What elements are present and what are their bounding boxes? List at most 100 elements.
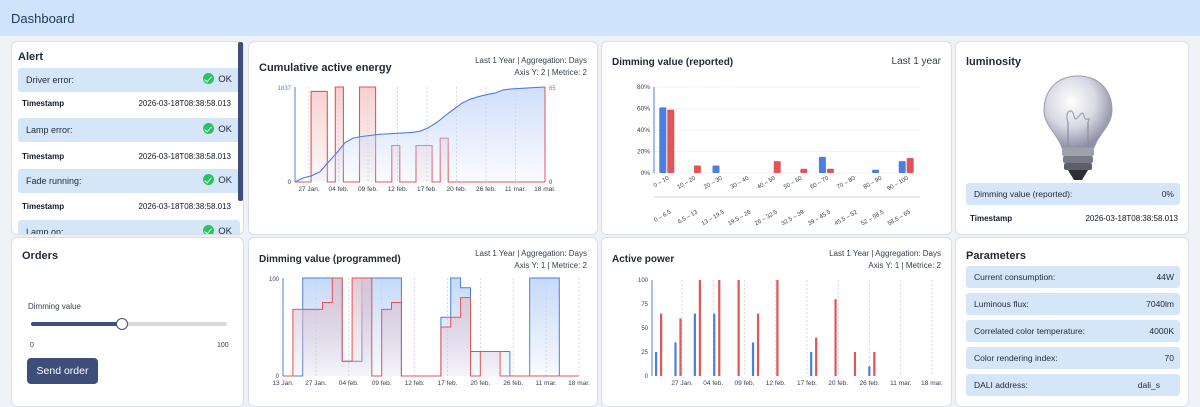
programmed-meta: Last 1 Year | Aggregation: Days Axis Y: 1… xyxy=(475,249,587,270)
x-tick-label: 40 – 50 xyxy=(756,175,777,191)
active-power-card: Active power Last 1 Year | Aggregation: … xyxy=(601,237,952,407)
top-bar: Dashboard xyxy=(0,0,1200,36)
y-tick-label: 40% xyxy=(637,127,650,134)
param-label: Correlated color temperature: xyxy=(974,326,1086,336)
light-bulb-icon xyxy=(1043,75,1113,180)
bar-red xyxy=(667,109,675,173)
y-tick-label: 50 xyxy=(641,326,648,332)
send-order-button[interactable]: Send order xyxy=(27,358,98,384)
x-tick-label: 11 mar. xyxy=(505,186,526,193)
luminosity-dimming-row: Dimming value (reported): 0% xyxy=(966,183,1180,205)
x-tick-label: 12 feb. xyxy=(405,380,425,387)
timestamp-label: Timestamp xyxy=(22,99,65,108)
alert-row-lamp-on: Lamp on: OK xyxy=(18,220,240,235)
x-tick-label: 04 feb. xyxy=(703,380,723,387)
right-min-label: 0 xyxy=(549,180,553,186)
x-tick-label: 30 – 40 xyxy=(730,175,751,191)
bar-red xyxy=(718,280,721,376)
energy-meta: Last 1 Year | Aggregation: Days Axis Y: 2… xyxy=(475,56,587,77)
alert-row-driver-error: Driver error: OK xyxy=(18,68,240,92)
energy-title: Cumulative active energy xyxy=(259,62,392,74)
y-tick-label: 20% xyxy=(637,149,650,156)
alert-row-lamp-error: Lamp error: OK xyxy=(18,118,240,142)
x-tick-label: 27 Jan. xyxy=(298,186,320,193)
x-tick-label: 04 feb. xyxy=(339,380,359,387)
x-tick-label: 18 mar. xyxy=(921,380,943,387)
timestamp-value: 2026-03-18T08:38:58.013 xyxy=(1085,214,1178,223)
bar-blue xyxy=(872,169,880,173)
param-label: DALI address: xyxy=(974,380,1028,390)
x-tick-label: 18 mar. xyxy=(568,380,590,387)
left-min-label: 0 xyxy=(288,180,292,186)
dimming-reported-range: Last 1 year xyxy=(891,56,941,67)
bar-blue xyxy=(655,352,658,376)
alert-status: OK xyxy=(203,174,232,186)
param-label: Luminous flux: xyxy=(974,299,1029,309)
param-value: 7040lm xyxy=(1146,299,1174,309)
active-power-chart: 27 Jan. 04 feb. 09 feb. 12 feb. 17 feb. 20 fe… xyxy=(638,278,943,387)
x-tick-label: 18 mar. xyxy=(534,186,556,193)
bar-red xyxy=(800,168,808,173)
dimming-slider[interactable] xyxy=(31,318,227,330)
bar-blue xyxy=(713,313,716,376)
bar-blue xyxy=(810,352,813,376)
bar-blue xyxy=(693,313,696,376)
check-circle-icon xyxy=(203,73,215,84)
luminosity-card: luminosity Dimming value (reported): 0% … xyxy=(955,41,1189,235)
param-value: 4000K xyxy=(1149,326,1174,336)
slider-track xyxy=(31,322,227,326)
param-row-current-consumption: Current consumption: 44W xyxy=(966,266,1180,288)
x2-tick-label: 13 – 19.5 xyxy=(701,209,726,227)
x-tick-label: 17 feb. xyxy=(437,380,457,387)
param-row-cct: Correlated color temperature: 4000K xyxy=(966,320,1180,342)
series-area-red xyxy=(283,278,579,376)
x-tick-label: 20 feb. xyxy=(470,380,490,387)
timestamp-value: 2026-03-18T08:38:58.013 xyxy=(138,152,231,161)
left-max-label: 1837 xyxy=(278,86,292,92)
y-tick-label: 75 xyxy=(641,302,648,308)
energy-card: Cumulative active energy Last 1 Year | A… xyxy=(248,41,598,235)
x-tick-label: 04 feb. xyxy=(329,186,349,193)
orders-title: Orders xyxy=(22,250,59,262)
x-tick-label: 0 – 10 xyxy=(653,175,671,189)
check-circle-icon xyxy=(203,174,215,185)
timestamp-value: 2026-03-18T08:38:58.013 xyxy=(138,99,231,108)
x-tick-label: 17 feb. xyxy=(417,186,437,193)
bar-red xyxy=(698,280,701,376)
bar-blue xyxy=(751,342,755,376)
bar-red xyxy=(756,313,760,376)
x-tick-label: 26 feb. xyxy=(860,380,880,387)
alert-status: OK xyxy=(203,225,232,234)
alert-label: Lamp on: xyxy=(26,227,64,235)
bar-red xyxy=(679,318,682,376)
bar-red xyxy=(773,161,781,173)
x-tick-label: 11 mar. xyxy=(890,380,911,387)
page-title: Dashboard xyxy=(11,11,75,26)
x2-tick-label: 45.5 – 52 xyxy=(834,209,859,227)
dimming-reported-card: Dimming value (reported) Last 1 year 0% 2… xyxy=(601,41,952,235)
param-value: 44W xyxy=(1156,272,1174,282)
slider-thumb[interactable] xyxy=(116,318,129,330)
x-tick-label: 09 feb. xyxy=(372,380,392,387)
y-tick-label: 100 xyxy=(638,278,649,284)
bar-blue xyxy=(818,156,826,173)
x-tick-label: 80 – 90 xyxy=(863,175,884,191)
alert-label: Driver error: xyxy=(26,75,75,85)
bar-blue xyxy=(712,165,720,173)
timestamp-label: Timestamp xyxy=(22,202,65,211)
param-value: 70 xyxy=(1164,353,1174,363)
active-power-title: Active power xyxy=(612,254,675,265)
x-tick-label: 50 – 60 xyxy=(783,175,804,191)
y-tick-label: 0 xyxy=(645,374,649,380)
param-label: Color rendering index: xyxy=(974,353,1058,363)
energy-chart: 27 Jan. 04 feb. 09 feb. 12 feb. 17 feb. 20 fe… xyxy=(278,86,557,193)
x2-tick-label: 6.5 – 13 xyxy=(677,209,699,225)
x-tick-label: 26 feb. xyxy=(503,380,523,387)
slider-fill xyxy=(31,322,122,326)
y-tick-label: 0% xyxy=(641,170,651,177)
slider-min-label: 0 xyxy=(30,342,34,349)
alert-scrollbar[interactable] xyxy=(238,42,243,201)
x2-tick-label: 26 – 32.5 xyxy=(754,209,779,227)
timestamp-label: Timestamp xyxy=(970,214,1013,223)
x-tick-label: 60 – 70 xyxy=(810,175,831,191)
